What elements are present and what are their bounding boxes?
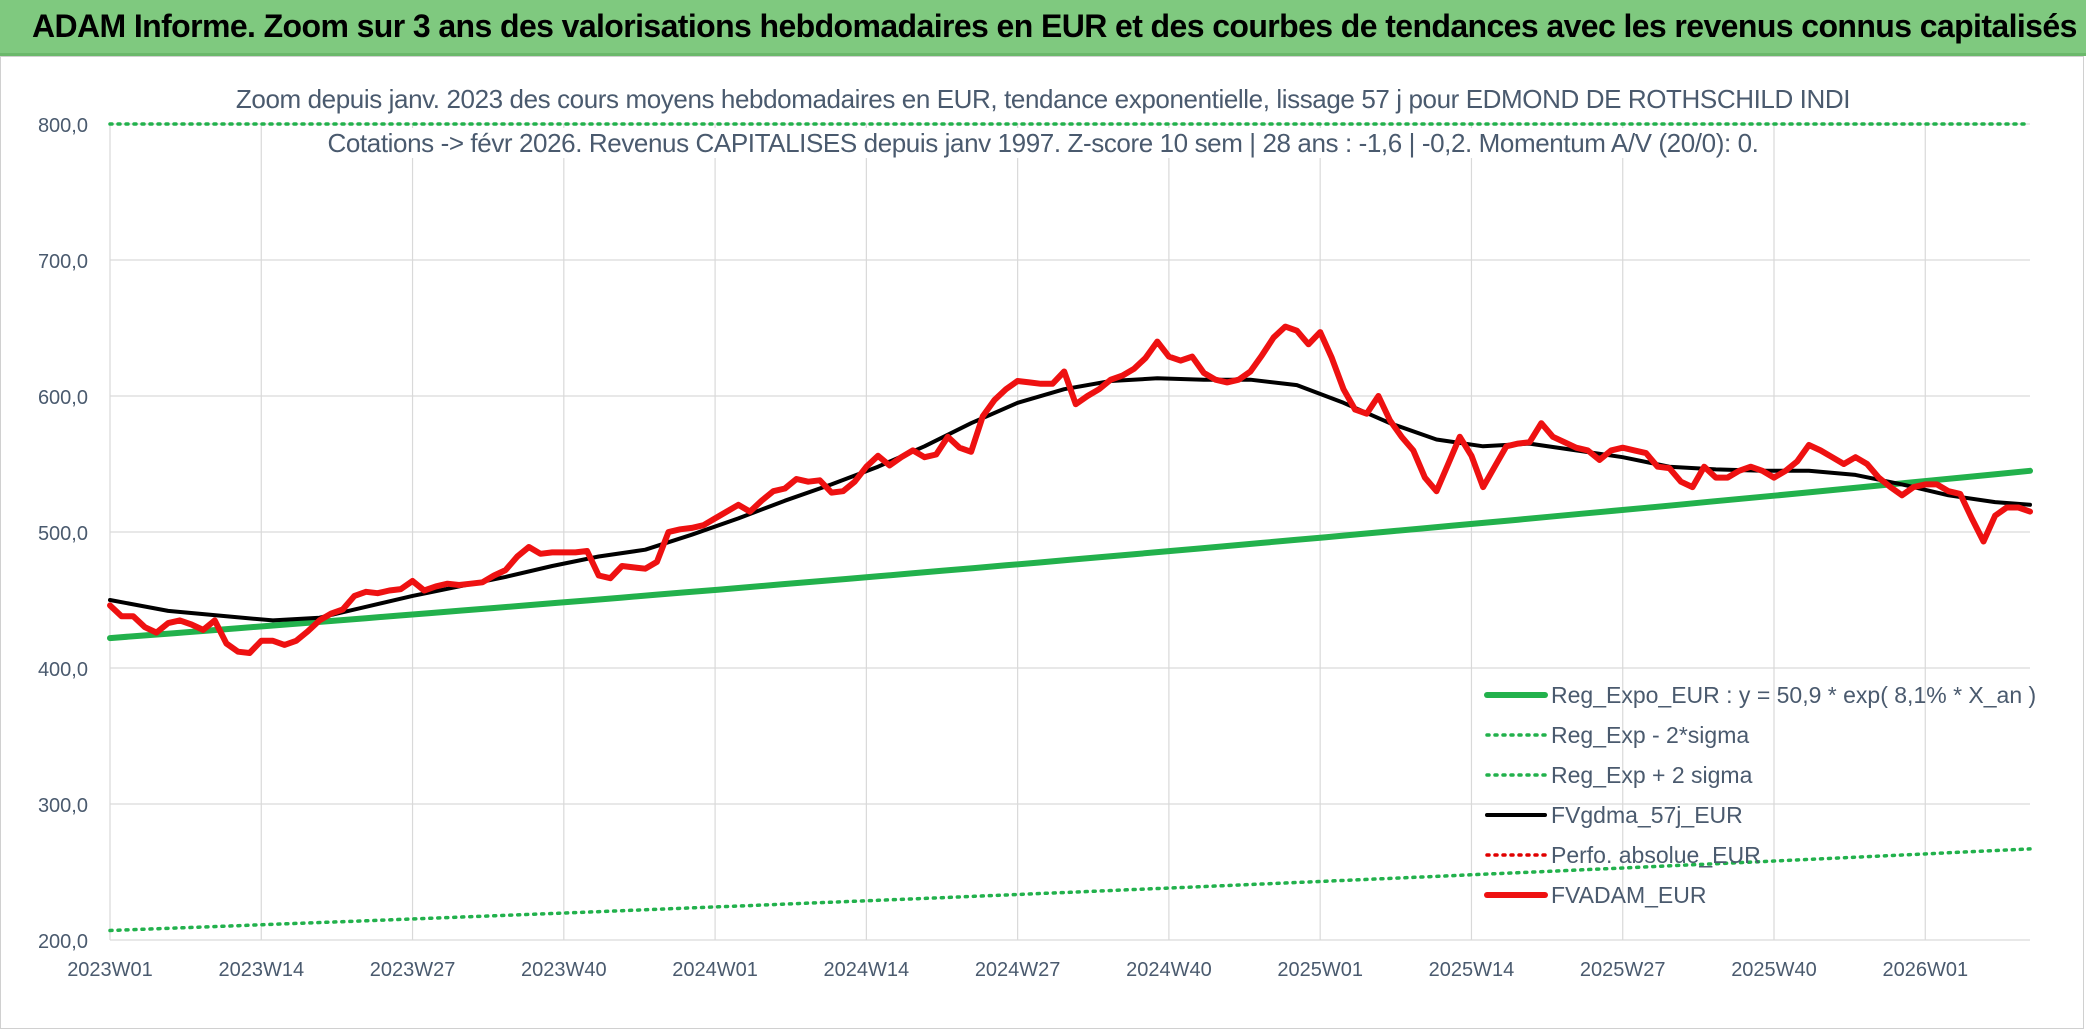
x-tick-label: 2025W14 xyxy=(1429,959,1515,981)
chart-subtitle: Cotations -> févr 2026. Revenus CAPITALI… xyxy=(0,128,2086,159)
x-tick-label: 2023W14 xyxy=(218,959,304,981)
legend-label: FVADAM_EUR xyxy=(1551,882,1707,908)
chart-subtitle-text: Cotations -> févr 2026. Revenus CAPITALI… xyxy=(319,128,1767,158)
x-tick-label: 2025W01 xyxy=(1277,959,1363,981)
series-line xyxy=(107,323,2033,656)
x-tick-label: 2023W27 xyxy=(370,959,456,981)
x-tick-label: 2024W40 xyxy=(1126,959,1212,981)
y-tick-label: 800,0 xyxy=(38,115,88,137)
x-tick-label: 2024W01 xyxy=(672,959,758,981)
y-tick-label: 600,0 xyxy=(38,387,88,409)
legend-label: Reg_Exp - 2*sigma xyxy=(1551,722,1749,748)
x-tick-label: 2025W27 xyxy=(1580,959,1666,981)
legend-label: FVgdma_57j_EUR xyxy=(1551,802,1743,828)
chart-title-text: Zoom depuis janv. 2023 des cours moyens … xyxy=(227,84,1859,114)
legend-label: Perfo. absolue_EUR xyxy=(1551,842,1761,868)
report-banner: ADAM Informe. Zoom sur 3 ans des valoris… xyxy=(0,0,2086,56)
legend-label: Reg_Exp + 2 sigma xyxy=(1551,762,1753,788)
x-tick-label: 2024W14 xyxy=(824,959,910,981)
x-tick-label: 2023W01 xyxy=(67,959,153,981)
x-tick-label: 2026W01 xyxy=(1882,959,1968,981)
y-tick-label: 500,0 xyxy=(38,523,88,545)
series-line xyxy=(108,376,2032,623)
x-tick-label: 2024W27 xyxy=(975,959,1061,981)
series-line xyxy=(107,467,2033,642)
y-tick-label: 200,0 xyxy=(38,931,88,953)
y-tick-label: 400,0 xyxy=(38,659,88,681)
x-tick-label: 2023W40 xyxy=(521,959,607,981)
series-line xyxy=(108,847,2032,933)
legend-label: Reg_Expo_EUR : y = 50,9 * exp( 8,1% * X_… xyxy=(1551,682,2036,708)
report-title: ADAM Informe. Zoom sur 3 ans des valoris… xyxy=(32,8,2077,44)
y-tick-label: 700,0 xyxy=(38,251,88,273)
x-tick-label: 2025W40 xyxy=(1731,959,1817,981)
chart-title: Zoom depuis janv. 2023 des cours moyens … xyxy=(0,84,2086,115)
y-tick-label: 300,0 xyxy=(38,795,88,817)
chart-frame xyxy=(0,56,2084,1029)
